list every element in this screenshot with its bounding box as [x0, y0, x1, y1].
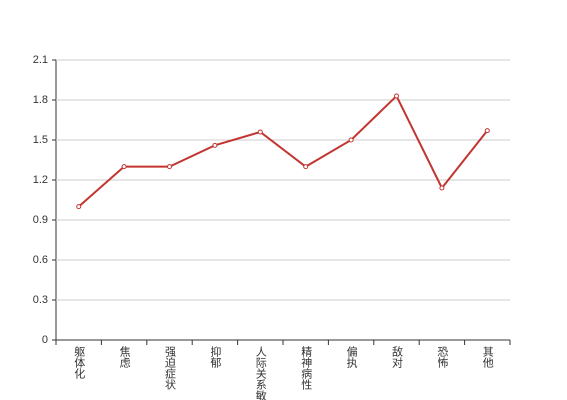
- data-point: [257, 129, 263, 135]
- data-point: [212, 142, 218, 148]
- x-tick-label: 精神病性: [300, 346, 313, 391]
- y-tick-label: 0.6: [33, 254, 48, 266]
- data-point: [394, 93, 399, 99]
- data-point: [439, 185, 445, 191]
- data-point: [167, 164, 172, 170]
- y-tick-label: 0: [42, 334, 48, 346]
- x-tick-label: 抑郁: [209, 345, 222, 368]
- y-tick-label: 0.9: [33, 214, 48, 226]
- y-tick-label: 1.8: [33, 94, 48, 106]
- data-point: [121, 164, 127, 170]
- data-point: [76, 204, 82, 210]
- x-tick-label: 焦虑: [118, 346, 131, 368]
- x-tick-label: 躯体化: [73, 346, 86, 380]
- x-tick-label: 敌对: [391, 345, 404, 368]
- y-tick-label: 1.2: [33, 174, 48, 186]
- x-tick-label: 恐怖: [436, 346, 449, 368]
- data-point: [348, 137, 354, 143]
- x-tick-label: 偏执: [345, 345, 358, 369]
- y-tick-label: 2.1: [33, 54, 48, 66]
- x-tick-label: 其他: [481, 346, 494, 368]
- y-tick-label: 1.5: [33, 134, 48, 146]
- y-tick-label: 0.3: [33, 294, 48, 306]
- data-line: [78, 94, 489, 208]
- data-point: [303, 164, 309, 170]
- x-tick-label: 人际关系敏感: [254, 346, 267, 400]
- x-tick-label: 强迫症状: [164, 346, 177, 390]
- data-point: [484, 128, 490, 134]
